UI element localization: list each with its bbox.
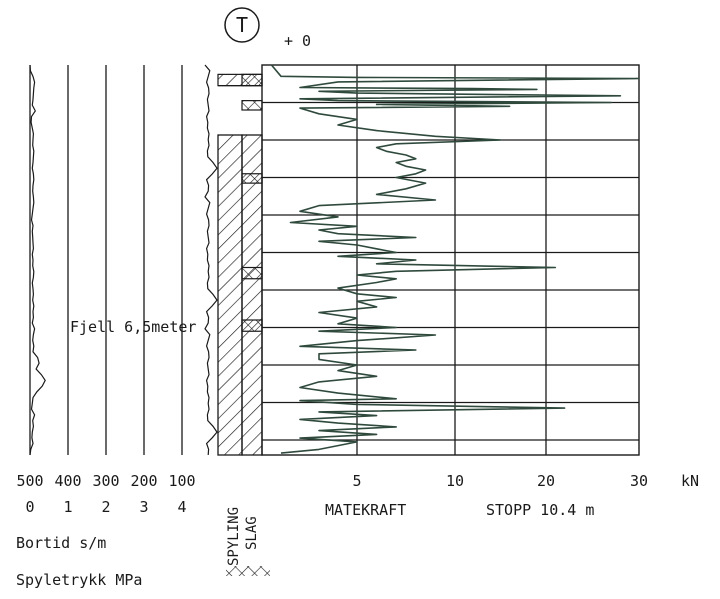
bortid-tick-label: 300 (92, 472, 119, 490)
offset-label: + 0 (284, 32, 311, 50)
spyletrykk-tick-label: 0 (25, 498, 34, 516)
annotation-fjell: Fjell 6,5meter (70, 318, 196, 336)
stop-label: STOPP 10.4 m (486, 501, 594, 519)
bortid-tick-label: 500 (16, 472, 43, 490)
left-scale-bottom: 0 1 2 3 4 (25, 498, 186, 516)
spyletrykk-tick-label: 2 (101, 498, 110, 516)
spyling-band (241, 266, 263, 280)
matekraft-tick-label: 5 (352, 472, 361, 490)
circle-symbol-ring (224, 7, 260, 43)
matekraft-tick-label: 30 (630, 472, 648, 490)
spyling-band (241, 173, 263, 184)
matekraft-trace (270, 64, 640, 454)
bortid-tick-label: 200 (130, 472, 157, 490)
label-spyletrykk: Spyletrykk MPa (16, 571, 142, 589)
spyling-band (241, 100, 263, 111)
label-slag: SLAG (244, 516, 260, 550)
matekraft-frame (261, 64, 640, 456)
header: T + 0 (224, 7, 311, 50)
label-bortid: Bortid s/m (16, 534, 106, 552)
bortid-trace (29, 64, 46, 456)
slag-column (217, 134, 243, 456)
right-panel: 5 10 20 30 kN MATEKRAFT STOPP 10.4 m (261, 64, 699, 519)
left-panel: Fjell 6,5meter 500 400 300 200 100 0 1 2 3 4 Bor… (16, 64, 196, 589)
circle-symbol-letter: T (236, 13, 248, 37)
spyletrykk-tick-label: 1 (63, 498, 72, 516)
left-gridlines (29, 65, 183, 455)
matekraft-grid (262, 65, 639, 455)
matekraft-tick-label: 20 (537, 472, 555, 490)
spyling-band (241, 73, 263, 87)
spyling-legend-swatch (226, 566, 270, 576)
middle-panel: SPYLING SLAG (204, 64, 270, 576)
spyletrykk-tick-label: 3 (139, 498, 148, 516)
unit-label: kN (681, 472, 699, 490)
bortid-tick-label: 400 (54, 472, 81, 490)
bortid-tick-label: 100 (168, 472, 195, 490)
spyletrykk-tick-label: 4 (177, 498, 186, 516)
label-spyling: SPYLING (226, 507, 242, 566)
xlabel-matekraft: MATEKRAFT (325, 501, 406, 519)
left-scale-top: 500 400 300 200 100 (16, 472, 195, 490)
spyling-band (241, 319, 263, 332)
spyletrykk-trace (204, 64, 218, 456)
matekraft-ticks: 5 10 20 30 (352, 472, 648, 490)
matekraft-tick-label: 10 (446, 472, 464, 490)
